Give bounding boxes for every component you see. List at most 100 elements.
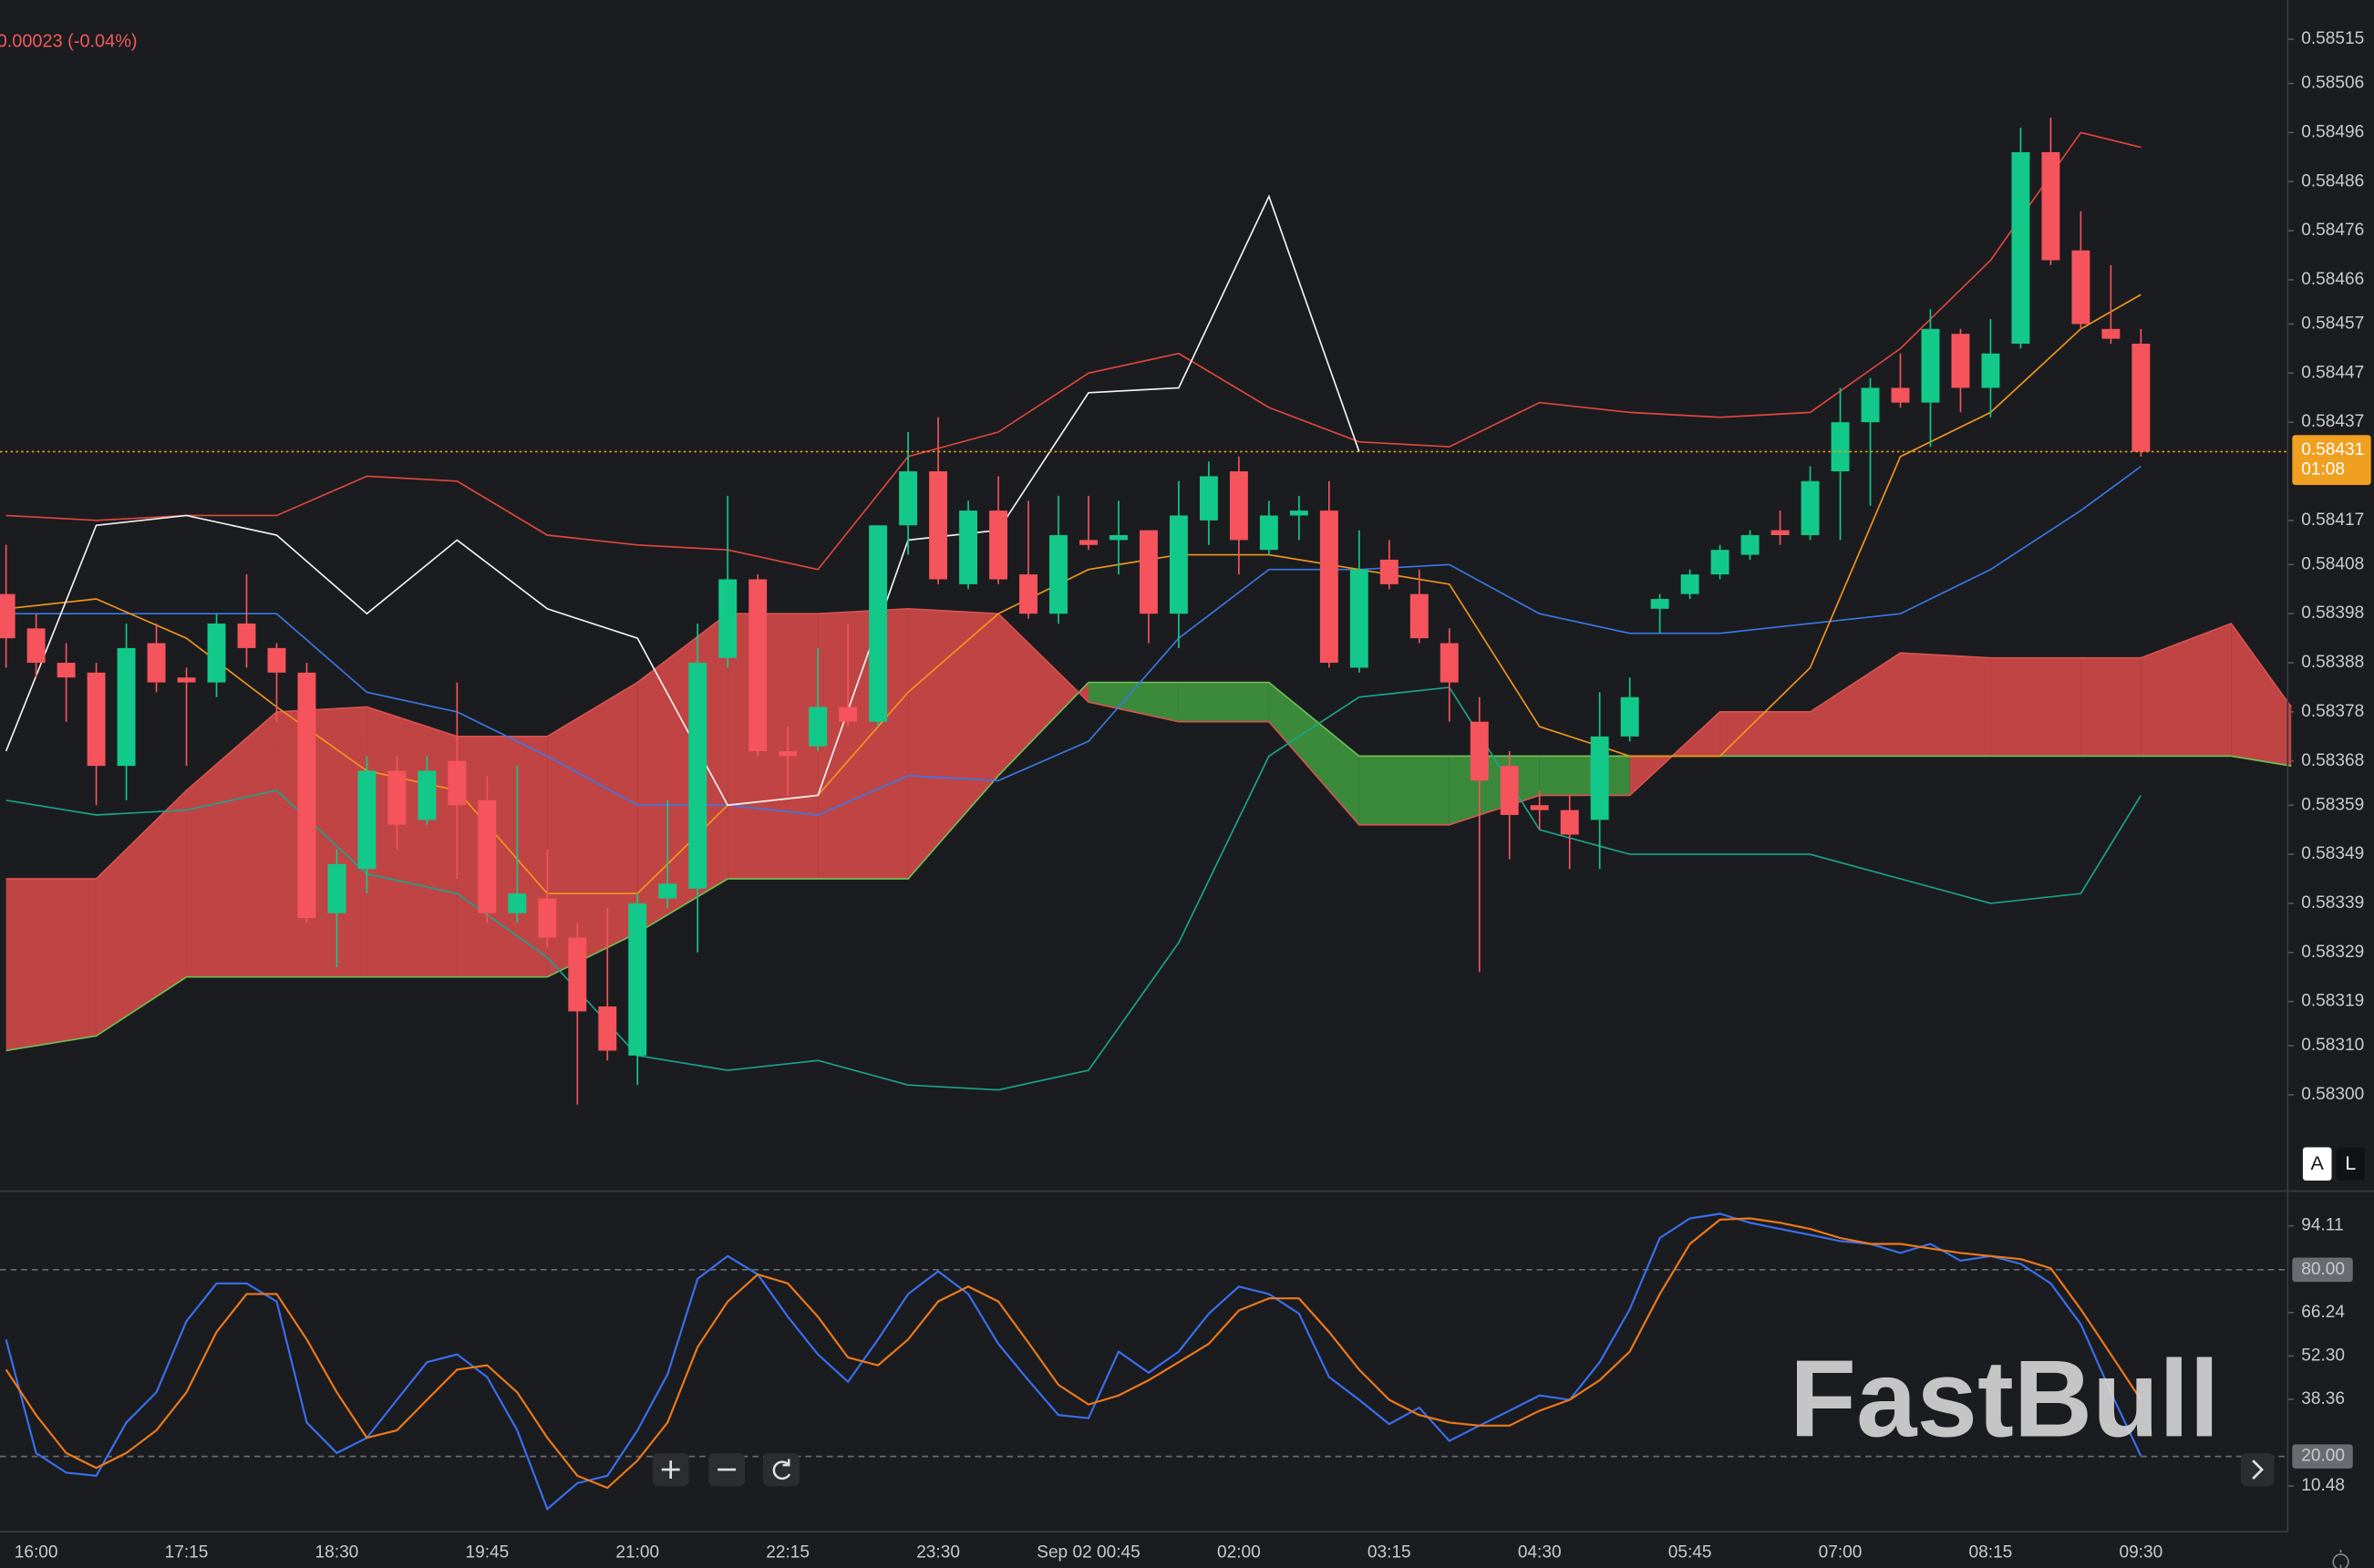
candle-body bbox=[478, 799, 497, 913]
y-tick-label: 0.58319 bbox=[2301, 992, 2364, 1011]
x-tick-label: 22:15 bbox=[766, 1542, 810, 1562]
cloud-segment bbox=[1719, 711, 1811, 757]
cloud-segment bbox=[1268, 682, 1359, 825]
cloud-segment bbox=[276, 707, 367, 977]
y-tick-label: 0.58486 bbox=[2301, 171, 2364, 191]
y-tick-label: 0.58496 bbox=[2301, 122, 2364, 141]
candle-body bbox=[628, 903, 647, 1056]
candle-body bbox=[1981, 353, 2000, 388]
last-price-box bbox=[2292, 435, 2371, 485]
x-tick-label: 21:00 bbox=[615, 1542, 659, 1562]
candle-body bbox=[2101, 328, 2121, 339]
cloud-segment bbox=[366, 707, 458, 977]
y-tick-label: 0.58466 bbox=[2301, 270, 2364, 289]
log-scale-button[interactable] bbox=[2336, 1147, 2366, 1181]
x-tick-label: 23:30 bbox=[916, 1542, 960, 1562]
candle-body bbox=[177, 677, 196, 683]
plot-layers: 0.58515 0.58506 0.58496 0.58486 0.58476 0.584… bbox=[0, 29, 2371, 1562]
cloud-segment bbox=[1900, 653, 1991, 757]
y-tick-label: 0.58349 bbox=[2301, 844, 2364, 863]
y-tick-label: 0.58515 bbox=[2301, 29, 2364, 48]
x-tick-label: 18:30 bbox=[315, 1542, 359, 1562]
x-tick-label: 02:00 bbox=[1217, 1542, 1261, 1562]
candle-body bbox=[1110, 535, 1128, 541]
x-tick-label: 16:00 bbox=[15, 1542, 58, 1562]
x-tick-label: Sep 02 00:45 bbox=[1037, 1542, 1141, 1562]
candle-body bbox=[2011, 151, 2030, 344]
settings-icon[interactable] bbox=[2332, 1550, 2349, 1568]
level-label-box bbox=[2292, 1444, 2353, 1469]
cloud-span-a bbox=[5, 681, 2292, 1052]
candle-body bbox=[2071, 250, 2090, 325]
candle-body bbox=[448, 760, 467, 806]
candle-body bbox=[959, 511, 978, 584]
price-change: 0.00023 (-0.04%) bbox=[0, 32, 138, 52]
candle-body bbox=[688, 663, 707, 889]
candle-body bbox=[2131, 343, 2151, 452]
x-tick-label: 05:45 bbox=[1668, 1542, 1712, 1562]
auto-scale-button[interactable] bbox=[2302, 1147, 2332, 1181]
cloud-segment bbox=[1539, 756, 1630, 796]
candle-body bbox=[1500, 766, 1519, 815]
cloud-segment bbox=[186, 711, 277, 977]
candle-body bbox=[1770, 530, 1790, 536]
x-tick-label: 07:00 bbox=[1819, 1542, 1863, 1562]
candle-body bbox=[1379, 559, 1399, 584]
candle-body bbox=[1861, 387, 1880, 423]
candle-body bbox=[1319, 511, 1338, 664]
level-label-box bbox=[2292, 1257, 2353, 1283]
x-tick-label: 03:15 bbox=[1368, 1542, 1411, 1562]
y-tick-label: 0.58359 bbox=[2301, 795, 2364, 814]
candle-body bbox=[1680, 574, 1699, 594]
scroll-right-button[interactable] bbox=[2240, 1452, 2275, 1487]
candle-body bbox=[1019, 574, 1037, 614]
candle-body bbox=[267, 647, 286, 673]
candle-body bbox=[1891, 387, 1910, 403]
cloud-segment bbox=[1990, 657, 2081, 757]
watermark: FastBull bbox=[1790, 1339, 2220, 1460]
x-tick-label: 08:15 bbox=[1969, 1542, 2013, 1562]
y-tick-label: 38.36 bbox=[2301, 1389, 2345, 1408]
y-tick-label: 0.58447 bbox=[2301, 363, 2364, 382]
candle-body bbox=[0, 593, 15, 639]
candle-body bbox=[1079, 540, 1098, 545]
cloud-segment bbox=[1810, 653, 1901, 757]
y-tick-label: 0.58476 bbox=[2301, 221, 2364, 240]
candle-body bbox=[718, 579, 738, 658]
candle-body bbox=[568, 937, 587, 1012]
last-price-label: 0.58431 bbox=[2301, 440, 2364, 459]
indicator-line bbox=[5, 194, 1360, 807]
candle-body bbox=[929, 471, 948, 580]
candle-body bbox=[1710, 550, 1729, 575]
candle-body bbox=[297, 672, 316, 919]
candle-body bbox=[1470, 721, 1489, 781]
candle-body bbox=[658, 883, 677, 899]
x-tick-label: 04:30 bbox=[1518, 1542, 1562, 1562]
oscillator-line bbox=[5, 1212, 2142, 1511]
cloud-segment bbox=[2231, 623, 2292, 767]
candle-body bbox=[1590, 736, 1609, 820]
scroll-right-icon bbox=[2252, 1460, 2264, 1480]
indicator-line bbox=[5, 465, 2142, 816]
y-tick-label: 0.58408 bbox=[2301, 554, 2364, 573]
candle-body bbox=[1650, 599, 1669, 609]
reset-button[interactable] bbox=[763, 1452, 800, 1487]
y-tick-label: 52.30 bbox=[2301, 1346, 2345, 1365]
y-tick-label: 0.58388 bbox=[2301, 653, 2364, 672]
candle-body bbox=[748, 579, 768, 751]
auto-scale-label[interactable]: A bbox=[2311, 1151, 2325, 1174]
candle-body bbox=[1259, 515, 1278, 551]
candle-body bbox=[237, 623, 256, 648]
zoom-in-icon bbox=[661, 1460, 680, 1480]
cloud-segment bbox=[1358, 756, 1450, 825]
candle-body bbox=[327, 863, 346, 913]
log-scale-label[interactable]: L bbox=[2345, 1151, 2356, 1174]
candle-body bbox=[117, 647, 136, 767]
y-tick-label: 0.58506 bbox=[2301, 74, 2364, 93]
y-tick-label: 0.58417 bbox=[2301, 511, 2364, 530]
candle-body bbox=[1049, 535, 1068, 614]
cloud-segment bbox=[1178, 682, 1269, 722]
candle-body bbox=[899, 471, 918, 526]
cloud-segment bbox=[5, 878, 97, 1051]
x-tick-label: 09:30 bbox=[2119, 1542, 2162, 1562]
